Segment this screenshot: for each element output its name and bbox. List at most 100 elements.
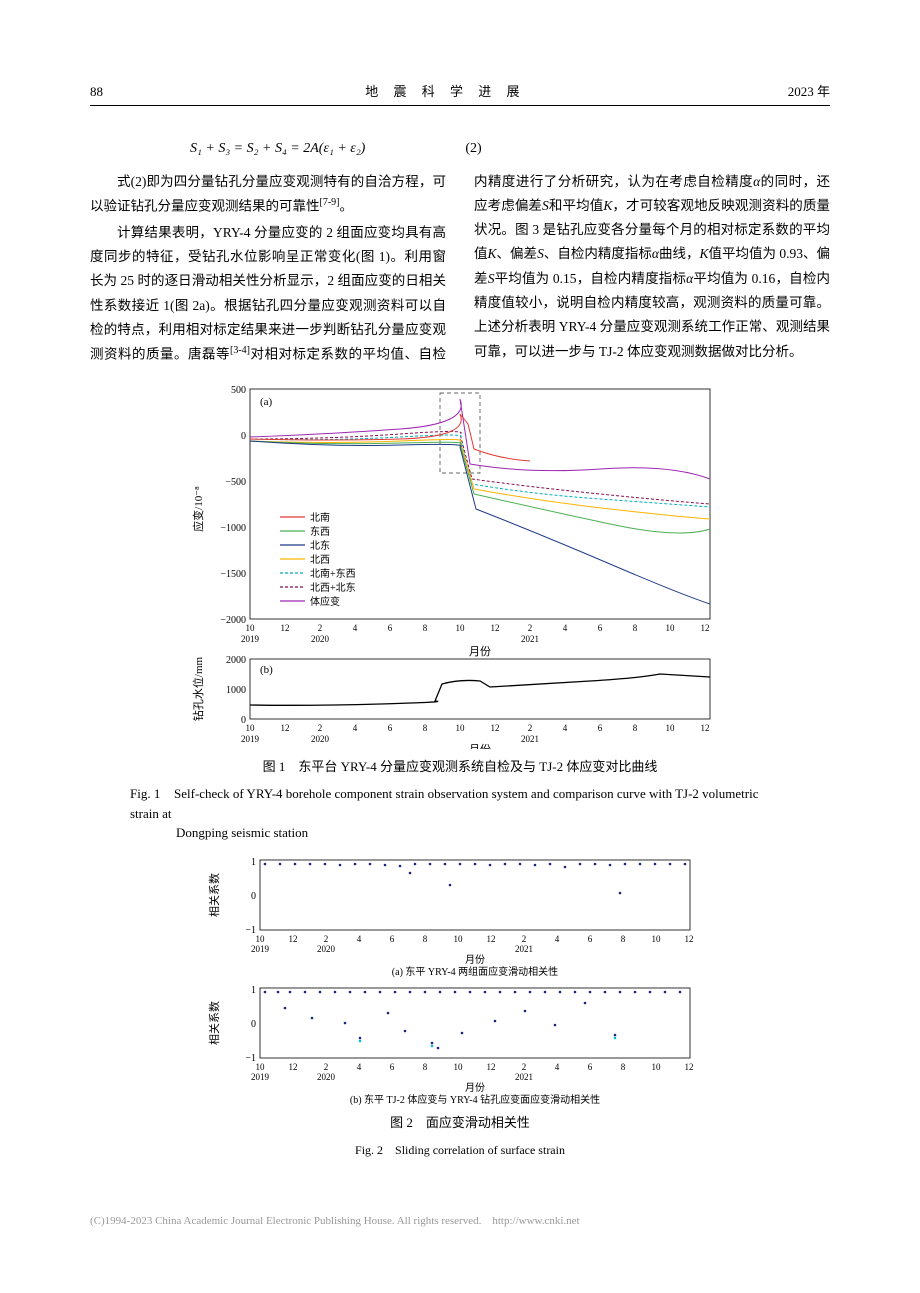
svg-text:2: 2 [522,1062,527,1072]
svg-text:1: 1 [251,985,256,996]
svg-text:8: 8 [423,623,428,633]
footer-copyright: (C)1994-2023 China Academic Journal Elec… [90,1212,830,1232]
svg-text:10: 10 [666,623,676,633]
svg-text:相关系数: 相关系数 [207,873,221,917]
svg-text:10: 10 [246,723,256,733]
fig2-svg: 相关系数 10−1 101224 681012 2468 1012 2019 [200,855,720,1105]
svg-text:8: 8 [633,623,638,633]
svg-text:2000: 2000 [226,655,246,666]
svg-text:−1000: −1000 [220,523,246,534]
svg-text:2020: 2020 [317,944,336,954]
svg-text:8: 8 [633,723,638,733]
svg-text:月份: 月份 [465,1082,485,1094]
svg-text:4: 4 [555,1062,560,1072]
svg-text:(b) 东平 TJ-2 体应变与 YRY-4 钻孔应变面应变: (b) 东平 TJ-2 体应变与 YRY-4 钻孔应变面应变滑动相关性 [350,1093,600,1105]
svg-text:12: 12 [289,934,298,944]
svg-text:北南+东西: 北南+东西 [310,567,356,580]
svg-text:10: 10 [456,623,466,633]
svg-text:−500: −500 [225,477,246,488]
svg-text:月份: 月份 [469,743,491,749]
equation-2: S₁ + S₃ = S₂ + S₄ = 2A(ε₁ + ε₂) (2) [190,136,830,161]
fig1-svg: (a) 500 0 −500 −1000 −1500 −2000 应变/10⁻⁸ [180,379,740,749]
svg-text:6: 6 [390,1062,395,1072]
svg-text:4: 4 [563,623,568,633]
svg-text:−1: −1 [245,925,256,936]
svg-text:北东: 北东 [310,539,330,552]
svg-text:(b): (b) [260,664,273,676]
svg-text:月份: 月份 [465,954,485,966]
svg-text:12: 12 [281,723,290,733]
svg-text:2: 2 [528,623,533,633]
svg-text:8: 8 [423,934,428,944]
svg-text:2021: 2021 [521,634,539,644]
figure-1: (a) 500 0 −500 −1000 −1500 −2000 应变/10⁻⁸ [90,379,830,778]
svg-text:10: 10 [454,1062,464,1072]
svg-text:12: 12 [491,623,500,633]
fig1-caption-cn: 图 1 东平台 YRY-4 分量应变观测系统自检及与 TJ-2 体应变对比曲线 [90,755,830,778]
equation-number: (2) [465,136,481,161]
svg-text:12: 12 [701,623,710,633]
fig1-caption-en: Fig. 1Self-check of YRY-4 borehole compo… [130,784,790,843]
svg-text:2019: 2019 [251,944,270,954]
svg-text:2020: 2020 [311,634,330,644]
svg-text:相关系数: 相关系数 [207,1001,221,1045]
svg-text:2021: 2021 [515,1072,533,1082]
fig2-caption-cn: 图 2 面应变滑动相关性 [90,1111,830,1134]
svg-text:体应变: 体应变 [310,595,340,608]
svg-text:8: 8 [621,934,626,944]
svg-text:6: 6 [388,623,393,633]
svg-text:1: 1 [251,857,256,868]
svg-text:10: 10 [246,623,256,633]
svg-text:−1500: −1500 [220,569,246,580]
svg-text:2021: 2021 [515,944,533,954]
svg-text:应变/10⁻⁸: 应变/10⁻⁸ [191,486,205,532]
body-text: 式(2)即为四分量钻孔分量应变观测特有的自洽方程，可以验证钻孔分量应变观测结果的… [90,170,830,367]
svg-text:1000: 1000 [226,685,246,696]
fig2-caption-en: Fig. 2 Sliding correlation of surface st… [90,1140,830,1162]
svg-text:0: 0 [251,1019,256,1030]
svg-text:2: 2 [324,934,329,944]
svg-text:12: 12 [487,934,496,944]
svg-text:10: 10 [666,723,676,733]
svg-text:10: 10 [454,934,464,944]
svg-text:10: 10 [256,1062,266,1072]
figure-2: 相关系数 10−1 101224 681012 2468 1012 2019 [90,855,830,1162]
paragraph-1: 式(2)即为四分量钻孔分量应变观测特有的自洽方程，可以验证钻孔分量应变观测结果的… [90,170,446,219]
svg-text:6: 6 [598,723,603,733]
svg-text:500: 500 [231,385,246,396]
svg-text:8: 8 [621,1062,626,1072]
page-header: 88 地 震 科 学 进 展 2023 年 [90,80,830,106]
svg-text:(a) 东平 YRY-4 两组面应变滑动相关性: (a) 东平 YRY-4 两组面应变滑动相关性 [392,965,558,978]
svg-text:2: 2 [318,723,323,733]
svg-text:6: 6 [588,1062,593,1072]
svg-text:2019: 2019 [241,634,260,644]
svg-text:北西+北东: 北西+北东 [310,581,356,594]
svg-text:2019: 2019 [251,1072,270,1082]
svg-text:0: 0 [241,431,246,442]
svg-text:2020: 2020 [317,1072,336,1082]
svg-text:10: 10 [652,1062,662,1072]
svg-text:6: 6 [598,623,603,633]
journal-title: 地 震 科 学 进 展 [365,80,525,103]
svg-text:−2000: −2000 [220,615,246,626]
svg-text:4: 4 [353,723,358,733]
svg-text:2: 2 [528,723,533,733]
svg-text:12: 12 [289,1062,298,1072]
svg-text:4: 4 [357,1062,362,1072]
svg-text:2: 2 [324,1062,329,1072]
svg-text:4: 4 [357,934,362,944]
svg-text:(a): (a) [260,396,273,408]
svg-text:12: 12 [491,723,500,733]
svg-text:10: 10 [456,723,466,733]
svg-text:12: 12 [685,934,694,944]
svg-text:12: 12 [487,1062,496,1072]
svg-text:12: 12 [701,723,710,733]
svg-text:月份: 月份 [469,645,491,658]
svg-text:−1: −1 [245,1053,256,1064]
svg-text:8: 8 [423,1062,428,1072]
page-number: 88 [90,80,103,103]
svg-text:10: 10 [256,934,266,944]
svg-text:钻孔水位/mm: 钻孔水位/mm [191,656,205,721]
svg-text:8: 8 [423,723,428,733]
svg-text:4: 4 [563,723,568,733]
